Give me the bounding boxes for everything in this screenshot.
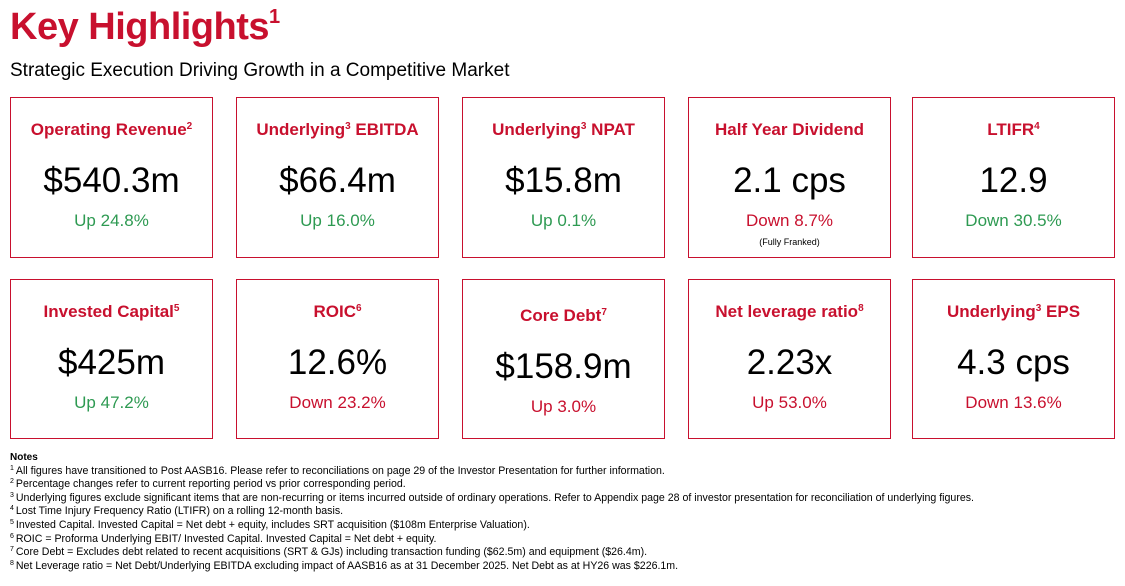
card-value: 4.3 cps [957, 343, 1070, 382]
note-number: 5 [10, 518, 14, 526]
note-text: All figures have transitioned to Post AA… [15, 464, 665, 477]
card-title: LTIFR4 [913, 120, 1114, 140]
note-number: 6 [10, 532, 14, 540]
note-text: ROIC = Proforma Underlying EBIT/ Investe… [15, 532, 437, 545]
card-title: ROIC6 [237, 302, 438, 322]
notes: Notes 1 All figures have transitioned to P… [10, 451, 974, 573]
card-value: 2.1 cps [733, 161, 846, 200]
card-title: Underlying3 EBITDA [237, 120, 438, 140]
highlight-card: Underlying3 EBITDA $66.4m Up 16.0% [236, 97, 439, 258]
note-text: Lost Time Injury Frequency Ratio (LTIFR)… [15, 505, 344, 518]
note-line: 3 Underlying figures exclude significant … [10, 492, 974, 506]
card-title: Underlying3 EPS [913, 302, 1114, 322]
card-change: Down 23.2% [289, 393, 386, 412]
highlight-card: Underlying3 NPAT $15.8m Up 0.1% [462, 97, 665, 258]
note-text: Net Leverage ratio = Net Debt/Underlying… [15, 559, 679, 572]
card-title-sup: 6 [355, 303, 362, 314]
note-number: 4 [10, 505, 14, 513]
card-change: Down 8.7% [746, 211, 833, 230]
card-change: Up 47.2% [74, 393, 149, 412]
highlight-card: Net leverage ratio8 2.23x Up 53.0% [688, 279, 891, 439]
note-line: 1 All figures have transitioned to Post A… [10, 465, 974, 479]
note-number: 8 [10, 559, 14, 567]
card-title-text: ROIC [313, 302, 356, 321]
card-change: Down 13.6% [965, 393, 1062, 412]
card-title-text: Underlying [256, 120, 346, 139]
highlight-card: Underlying3 EPS 4.3 cps Down 13.6% [912, 279, 1115, 439]
card-title-sup: 5 [173, 303, 180, 314]
card-title-text: Underlying [946, 302, 1036, 321]
highlight-card: Core Debt7 $158.9m Up 3.0% [462, 279, 665, 439]
card-title-sup: 2 [186, 121, 193, 132]
note-number: 1 [10, 464, 14, 472]
card-title: Half Year Dividend [689, 120, 890, 140]
card-value: 12.9 [979, 161, 1048, 200]
notes-heading: Notes [10, 452, 38, 463]
note-number: 2 [10, 478, 14, 486]
card-title: Core Debt7 [463, 306, 664, 326]
title: Key Highlights1 [10, 6, 280, 49]
note-text: Invested Capital. Invested Capital = Net… [15, 518, 530, 531]
note-line: 6 ROIC = Proforma Underlying EBIT/ Invest… [10, 533, 974, 547]
card-change: Down 30.5% [965, 211, 1062, 230]
note-text: Underlying figures exclude significant i… [15, 491, 974, 504]
card-title-text: EBITDA [350, 120, 419, 139]
card-title-text: Operating Revenue [30, 120, 187, 139]
card-value: $158.9m [495, 347, 632, 386]
note-line: 4 Lost Time Injury Frequency Ratio (LTIFR… [10, 505, 974, 519]
card-title-text: LTIFR [987, 120, 1035, 139]
subtitle: Strategic Execution Driving Growth in a … [10, 60, 510, 81]
card-title-text: EPS [1041, 302, 1081, 321]
card-title: Invested Capital5 [11, 302, 212, 322]
card-value: 2.23x [746, 343, 833, 382]
highlight-card: LTIFR4 12.9 Down 30.5% [912, 97, 1115, 258]
card-title: Underlying3 NPAT [463, 120, 664, 140]
note-line: 7 Core Debt = Excludes debt related to re… [10, 546, 974, 560]
card-title-text: Invested Capital [43, 302, 174, 321]
note-line: 5 Invested Capital. Invested Capital = Ne… [10, 519, 974, 533]
note-line: 2 Percentage changes refer to current rep… [10, 478, 974, 492]
card-value: $425m [57, 343, 166, 382]
card-value: 12.6% [287, 343, 388, 382]
card-title-sup: 3 [580, 121, 587, 132]
card-change: Up 53.0% [752, 393, 827, 412]
card-change: Up 0.1% [530, 211, 597, 230]
note-text: Percentage changes refer to current repo… [15, 478, 406, 491]
card-value: $540.3m [43, 161, 180, 200]
card-title-sup: 3 [345, 121, 351, 132]
card-title-text: NPAT [586, 120, 635, 139]
card-note: (Fully Franked) [759, 237, 820, 247]
note-number: 7 [10, 546, 14, 554]
note-text: Core Debt = Excludes debt related to rec… [15, 546, 648, 559]
card-value: $66.4m [279, 161, 396, 200]
card-change: Up 3.0% [530, 397, 597, 416]
card-title-sup: 8 [858, 303, 864, 314]
card-title: Operating Revenue2 [11, 120, 212, 140]
title-sup: 1 [269, 6, 280, 28]
highlight-card: Invested Capital5 $425m Up 47.2% [10, 279, 213, 439]
card-title-sup: 3 [1035, 303, 1042, 314]
card-value: $15.8m [505, 161, 622, 200]
note-line: 8 Net Leverage ratio = Net Debt/Underlyin… [10, 560, 974, 574]
card-title-sup: 4 [1034, 121, 1040, 132]
title-text: Key Highlights [10, 6, 270, 48]
card-title-sup: 7 [601, 307, 607, 318]
card-title: Net leverage ratio8 [689, 302, 890, 322]
card-change: Up 24.8% [74, 211, 149, 230]
card-title-text: Net leverage ratio [715, 302, 859, 321]
highlight-card: ROIC6 12.6% Down 23.2% [236, 279, 439, 439]
card-title-text: Core Debt [520, 306, 602, 325]
card-title-text: Half Year Dividend [715, 120, 864, 139]
card-title-text: Underlying [492, 120, 581, 139]
note-number: 3 [10, 491, 14, 499]
highlight-card: Operating Revenue2 $540.3m Up 24.8% [10, 97, 213, 258]
card-change: Up 16.0% [300, 211, 375, 230]
highlight-card: Half Year Dividend 2.1 cps Down 8.7% (Fully… [688, 97, 891, 258]
